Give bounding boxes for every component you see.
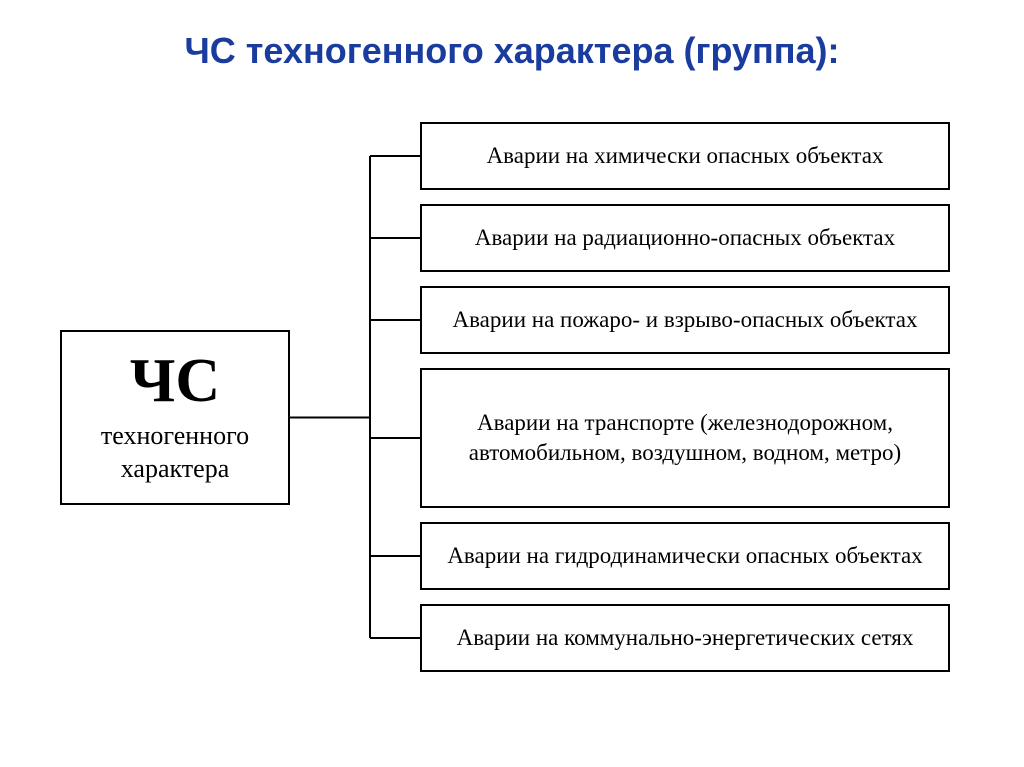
- child-node-label: Аварии на гидродинамически опасных объек…: [447, 541, 922, 571]
- root-subtitle: техногенного характера: [62, 420, 288, 485]
- root-abbrev: ЧС: [130, 350, 220, 412]
- child-node: Аварии на химически опасных объектах: [420, 122, 950, 190]
- items-column: Аварии на химически опасных объектах Авар…: [420, 122, 950, 686]
- diagram-area: ЧС техногенного характера Аварии на хими…: [0, 102, 1024, 762]
- child-node-label: Аварии на транспорте (железнодорожном, а…: [438, 408, 932, 468]
- page-title: ЧС техногенного характера (группа):: [0, 0, 1024, 102]
- root-node: ЧС техногенного характера: [60, 330, 290, 505]
- child-node: Аварии на коммунально-энергетических сет…: [420, 604, 950, 672]
- child-node-label: Аварии на радиационно-опасных объектах: [475, 223, 895, 253]
- child-node-label: Аварии на химически опасных объектах: [487, 141, 884, 171]
- child-node: Аварии на радиационно-опасных объектах: [420, 204, 950, 272]
- child-node-label: Аварии на коммунально-энергетических сет…: [457, 623, 914, 653]
- child-node: Аварии на гидродинамически опасных объек…: [420, 522, 950, 590]
- child-node: Аварии на пожаро- и взрыво-опасных объек…: [420, 286, 950, 354]
- title-text: ЧС техногенного характера (группа):: [185, 30, 840, 71]
- child-node-label: Аварии на пожаро- и взрыво-опасных объек…: [453, 305, 918, 335]
- child-node: Аварии на транспорте (железнодорожном, а…: [420, 368, 950, 508]
